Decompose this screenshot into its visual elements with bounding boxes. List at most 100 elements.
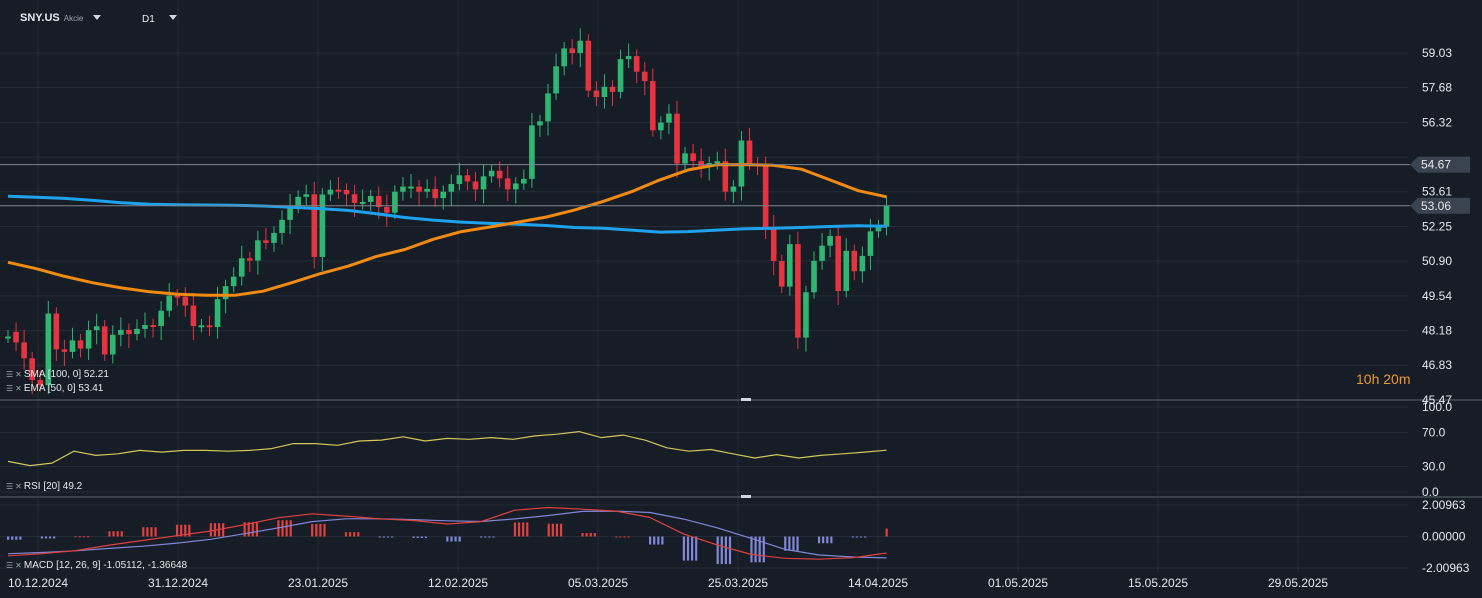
macd-histogram-bar (551, 523, 554, 537)
close-icon[interactable]: ✕ (15, 561, 22, 570)
macd-histogram-bar (830, 536, 833, 544)
price-axis-label: 53.61 (1422, 185, 1452, 199)
rsi-legend[interactable]: ☰ ✕ RSI [20] 49.2 (6, 481, 82, 492)
candle-body (45, 313, 52, 386)
macd-histogram-bar (559, 523, 563, 537)
macd-histogram-bar (517, 522, 521, 537)
candle-body (206, 325, 213, 328)
price-axis-label: 52.25 (1422, 220, 1452, 234)
macd-histogram-bar (762, 536, 765, 563)
candle-body (271, 232, 277, 243)
macd-histogram-bar (323, 523, 326, 537)
macd-histogram-bar (175, 524, 179, 537)
macd-histogram-bar (424, 536, 427, 539)
candle-body (770, 227, 777, 262)
candle-body (545, 93, 551, 122)
macd-histogram-bar (188, 524, 191, 537)
macd-histogram-bar (695, 536, 698, 561)
macd-histogram-bar (285, 520, 288, 537)
macd-histogram-bar (720, 536, 723, 565)
macd-histogram-bar (15, 536, 18, 540)
candle-body (109, 334, 116, 355)
macd-histogram-bar (289, 520, 292, 537)
macd-histogram-bar (150, 527, 153, 537)
macd-histogram-bar (657, 536, 660, 545)
settings-icon[interactable]: ☰ (6, 561, 13, 570)
macd-histogram-bar (142, 527, 145, 537)
candle-body (69, 340, 76, 352)
macd-histogram-bar (357, 532, 360, 537)
candle-body (21, 342, 27, 359)
macd-histogram-bar (86, 536, 90, 538)
settings-icon[interactable]: ☰ (6, 384, 13, 393)
candle-body (319, 194, 326, 257)
candle-body (762, 166, 769, 228)
candle-body (327, 189, 334, 195)
candle-body (198, 325, 205, 328)
timeframe-selector[interactable]: D1 (142, 14, 155, 25)
candle-body (666, 113, 672, 123)
pane-resize-handle (741, 495, 751, 498)
macd-histogram-bar (120, 531, 123, 537)
candle-body (53, 313, 60, 350)
sma-line (7, 194, 887, 234)
candle-body (238, 258, 245, 277)
macd-histogram-bar (319, 523, 322, 537)
macd-histogram-bar (222, 523, 225, 537)
candle-body (650, 81, 656, 131)
ema-legend-text: EMA [50, 0] 53.41 (23, 383, 104, 394)
macd-histogram-bar (682, 536, 685, 561)
candle-body (190, 305, 197, 327)
candle-body (746, 140, 753, 164)
macd-histogram-bar (513, 522, 517, 537)
macd-histogram-bar (728, 536, 732, 565)
pane-resize-handle (741, 398, 751, 401)
candle-body (85, 330, 92, 349)
symbol-selector[interactable]: SNY.US Akcie (20, 12, 83, 24)
macd-histogram-bar (555, 523, 559, 537)
settings-icon[interactable]: ☰ (6, 370, 13, 379)
macd-histogram-bar (454, 536, 457, 542)
macd-histogram-bar (653, 536, 656, 545)
timeframe-dropdown-icon[interactable] (169, 15, 177, 20)
candle-body (343, 189, 350, 195)
sma-legend[interactable]: ☰ ✕ SMA [100, 0] 52.21 (6, 369, 109, 380)
macd-histogram-bar (315, 523, 318, 537)
macd-axis-label: -2.00963 (1422, 561, 1470, 575)
price-axis-label: 57.68 (1422, 81, 1452, 95)
ema-legend[interactable]: ☰ ✕ EMA [50, 0] 53.41 (6, 383, 103, 394)
macd-histogram-bar (353, 532, 356, 537)
settings-icon[interactable]: ☰ (6, 482, 13, 491)
candle-body (150, 325, 156, 328)
candle-body (585, 40, 592, 91)
macd-histogram-bar (82, 536, 85, 538)
macd-histogram-bar (754, 536, 757, 563)
symbol-label: SNY.US (20, 12, 60, 24)
close-icon[interactable]: ✕ (15, 384, 22, 393)
candle-timer: 10h 20m (1356, 371, 1411, 387)
time-axis-label: 12.02.2025 (428, 576, 488, 590)
macd-signal-line (7, 510, 887, 559)
close-icon[interactable]: ✕ (15, 482, 22, 491)
candle-body (303, 194, 310, 197)
candle-body (367, 196, 374, 202)
macd-histogram-bar (7, 536, 10, 540)
candle-body (392, 191, 398, 213)
macd-legend[interactable]: ☰ ✕ MACD [12, 26, 9] -1.05112, -1.36648 (6, 560, 187, 571)
macd-axis-label: 2.00963 (1422, 498, 1466, 512)
macd-histogram-bar (44, 536, 48, 539)
candle-body (803, 292, 809, 338)
candle-body (432, 188, 438, 199)
macd-histogram-bar (349, 532, 352, 537)
candle-body (875, 226, 882, 232)
candle-body (658, 122, 664, 131)
candle-body (214, 299, 221, 328)
candle-body (255, 240, 261, 261)
macd-histogram-bar (627, 536, 630, 538)
symbol-dropdown-icon[interactable] (93, 15, 101, 20)
macd-histogram-bar (492, 536, 495, 538)
close-icon[interactable]: ✕ (15, 370, 22, 379)
macd-histogram-bar (412, 536, 415, 539)
candle-body (722, 161, 729, 192)
